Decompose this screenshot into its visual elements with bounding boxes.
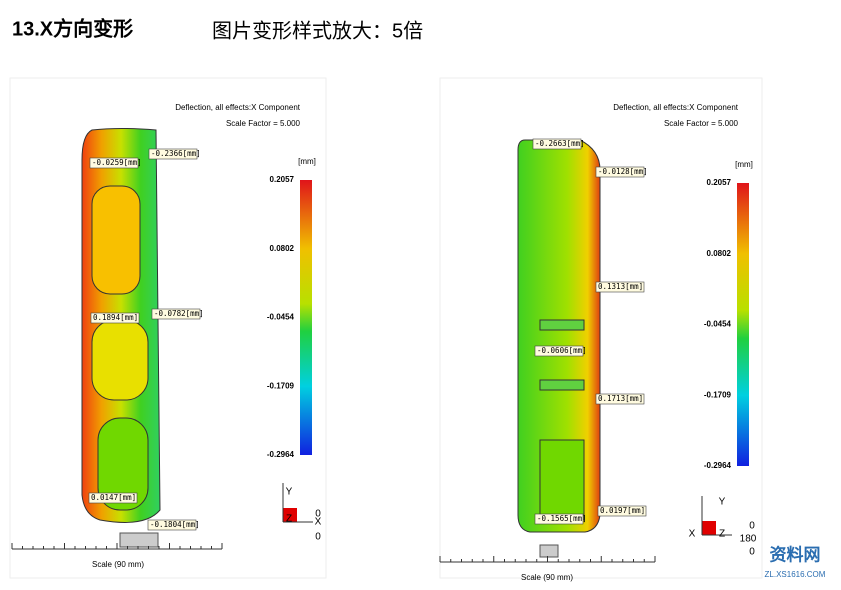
- frame: [9, 77, 327, 579]
- unit: [mm]: [735, 160, 753, 169]
- probe-label: -0.0128[mm]: [598, 167, 648, 176]
- axis-label: Y: [286, 487, 293, 498]
- axis-label: X: [315, 517, 322, 528]
- legend-label: -0.0454: [267, 313, 295, 322]
- probe-box: [148, 148, 198, 160]
- probe-label: -0.1565[mm]: [537, 514, 587, 523]
- rib: [539, 379, 585, 391]
- axis-label: Z: [719, 529, 725, 540]
- legend-label: 0.2057: [270, 175, 295, 184]
- probe-box: [534, 345, 584, 357]
- probe-box: [595, 393, 645, 405]
- legend-label: -0.0454: [704, 320, 732, 329]
- color-bar: [300, 180, 312, 455]
- frame: [439, 77, 763, 579]
- part: [517, 139, 601, 533]
- probe-box: [532, 138, 582, 150]
- connector: [91, 319, 149, 401]
- scale-label: Scale (90 mm): [92, 560, 144, 569]
- probe-box: [147, 519, 197, 531]
- watermark-url: ZL.XS1616.COM: [765, 570, 826, 579]
- connector: [539, 439, 585, 521]
- legend-label: 0.0802: [270, 244, 295, 253]
- probe-label: -0.0782[mm]: [154, 309, 204, 318]
- axis-triad: [283, 508, 297, 522]
- probe-box: [597, 505, 647, 517]
- panel: Deflection, all effects:X Component Scale…: [439, 77, 763, 582]
- axis-label: 0: [749, 547, 755, 558]
- legend-label: -0.2964: [704, 461, 732, 470]
- connector: [97, 417, 149, 511]
- legend-label: 0.0802: [707, 249, 732, 258]
- probe-label: -0.0259[mm]: [92, 158, 142, 167]
- probe-box: [595, 281, 645, 293]
- probe-box: [595, 166, 645, 178]
- subtitle: 图片变形样式放大：5倍: [212, 19, 423, 42]
- probe-box: [151, 308, 201, 320]
- scale-factor: Scale Factor = 5.000: [664, 119, 739, 128]
- probe-label: -0.0606[mm]: [537, 346, 587, 355]
- rib: [539, 319, 585, 331]
- probe-label: -0.1804[mm]: [150, 520, 200, 529]
- probe-box: [89, 157, 139, 169]
- probe-label: -0.2366[mm]: [151, 149, 201, 158]
- probe-label: 0.1313[mm]: [598, 282, 643, 291]
- axis-label: Y: [719, 497, 726, 508]
- fixture: [119, 532, 159, 548]
- caption: Deflection, all effects:X Component: [175, 103, 301, 112]
- connector: [91, 185, 141, 295]
- probe-label: 0.1894[mm]: [93, 313, 138, 322]
- axis-label: 0: [315, 509, 321, 520]
- axis-label: Z: [286, 514, 292, 525]
- fixture: [539, 544, 559, 558]
- probe-label: 0.0147[mm]: [91, 493, 136, 502]
- scale-label: Scale (90 mm): [521, 573, 573, 582]
- watermark: 资料网: [770, 544, 821, 564]
- legend-label: 0.2057: [707, 178, 732, 187]
- axis-triad: [702, 521, 716, 535]
- unit: [mm]: [298, 157, 316, 166]
- legend-label: -0.1709: [704, 390, 732, 399]
- probe-box: [90, 312, 140, 324]
- title: 13.X方向变形: [12, 16, 133, 40]
- probe-label: 0.0197[mm]: [600, 506, 645, 515]
- scale-factor: Scale Factor = 5.000: [226, 119, 301, 128]
- panel: Deflection, all effects:X Component Scale…: [9, 77, 327, 579]
- legend-label: -0.1709: [267, 381, 295, 390]
- probe-label: -0.2663[mm]: [535, 139, 585, 148]
- color-bar: [737, 183, 749, 466]
- probe-label: 0.1713[mm]: [598, 394, 643, 403]
- probe-box: [88, 492, 138, 504]
- legend-label: -0.2964: [267, 450, 295, 459]
- caption: Deflection, all effects:X Component: [613, 103, 739, 112]
- axis-label: 0: [315, 532, 321, 543]
- probe-box: [534, 513, 584, 525]
- axis-label: 180: [740, 534, 757, 545]
- axis-label: X: [689, 529, 696, 540]
- axis-label: 0: [749, 521, 755, 532]
